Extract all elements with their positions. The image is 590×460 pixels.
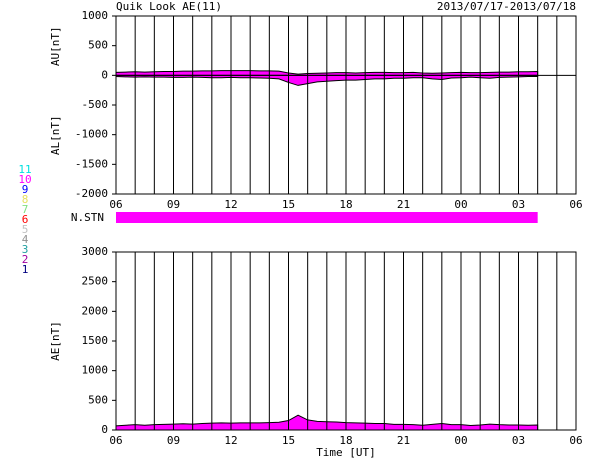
y-axis-label: AU[nT] xyxy=(49,26,62,66)
x-tick-label: 15 xyxy=(282,198,295,211)
y-tick-label: 1500 xyxy=(82,334,109,347)
x-tick-label: 15 xyxy=(282,434,295,447)
station-number: 4 xyxy=(22,233,29,246)
station-number: 10 xyxy=(18,173,31,186)
x-tick-label: 18 xyxy=(339,198,352,211)
y-tick-label: 2000 xyxy=(82,304,109,317)
x-tick-label: 09 xyxy=(167,198,180,211)
x-axis-label: Time [UT] xyxy=(316,446,376,459)
station-number: 2 xyxy=(22,253,29,266)
station-number: 3 xyxy=(22,243,29,256)
station-number: 11 xyxy=(18,163,31,176)
x-tick-label: 09 xyxy=(167,434,180,447)
station-number: 8 xyxy=(22,193,29,206)
chart-subtitle: 2013/07/17-2013/07/18 xyxy=(437,0,576,13)
y-tick-label: 2500 xyxy=(82,275,109,288)
y-tick-label: 1000 xyxy=(82,9,109,22)
station-number: 7 xyxy=(22,203,29,216)
chart-title: Quik Look AE(11) xyxy=(116,0,222,13)
y-tick-label: 500 xyxy=(88,393,108,406)
station-label: N.STN xyxy=(71,211,104,224)
x-tick-label: 21 xyxy=(397,198,410,211)
x-tick-label: 18 xyxy=(339,434,352,447)
y-tick-label: 3000 xyxy=(82,245,109,258)
y-axis-label: AE[nT] xyxy=(49,321,62,361)
x-tick-label: 03 xyxy=(512,198,525,211)
station-number: 5 xyxy=(22,223,29,236)
y-tick-label: 500 xyxy=(88,39,108,52)
x-tick-label: 12 xyxy=(224,198,237,211)
x-tick-label: 06 xyxy=(109,434,122,447)
y-tick-label: -500 xyxy=(82,98,109,111)
y-tick-label: -2000 xyxy=(75,187,108,200)
x-tick-label: 06 xyxy=(569,198,582,211)
x-tick-label: 03 xyxy=(512,434,525,447)
x-tick-label: 21 xyxy=(397,434,410,447)
x-tick-label: 12 xyxy=(224,434,237,447)
station-number: 9 xyxy=(22,183,29,196)
x-tick-label: 06 xyxy=(109,198,122,211)
x-tick-label: 00 xyxy=(454,198,467,211)
station-number: 6 xyxy=(22,213,29,226)
x-tick-label: 06 xyxy=(569,434,582,447)
y-axis-label: AL[nT] xyxy=(49,115,62,155)
y-tick-label: -1500 xyxy=(75,157,108,170)
y-tick-label: 0 xyxy=(101,423,108,436)
station-number: 1 xyxy=(22,263,29,276)
x-tick-label: 00 xyxy=(454,434,467,447)
y-tick-label: -1000 xyxy=(75,128,108,141)
station-bar xyxy=(116,212,538,223)
y-tick-label: 1000 xyxy=(82,364,109,377)
y-tick-label: 0 xyxy=(101,68,108,81)
